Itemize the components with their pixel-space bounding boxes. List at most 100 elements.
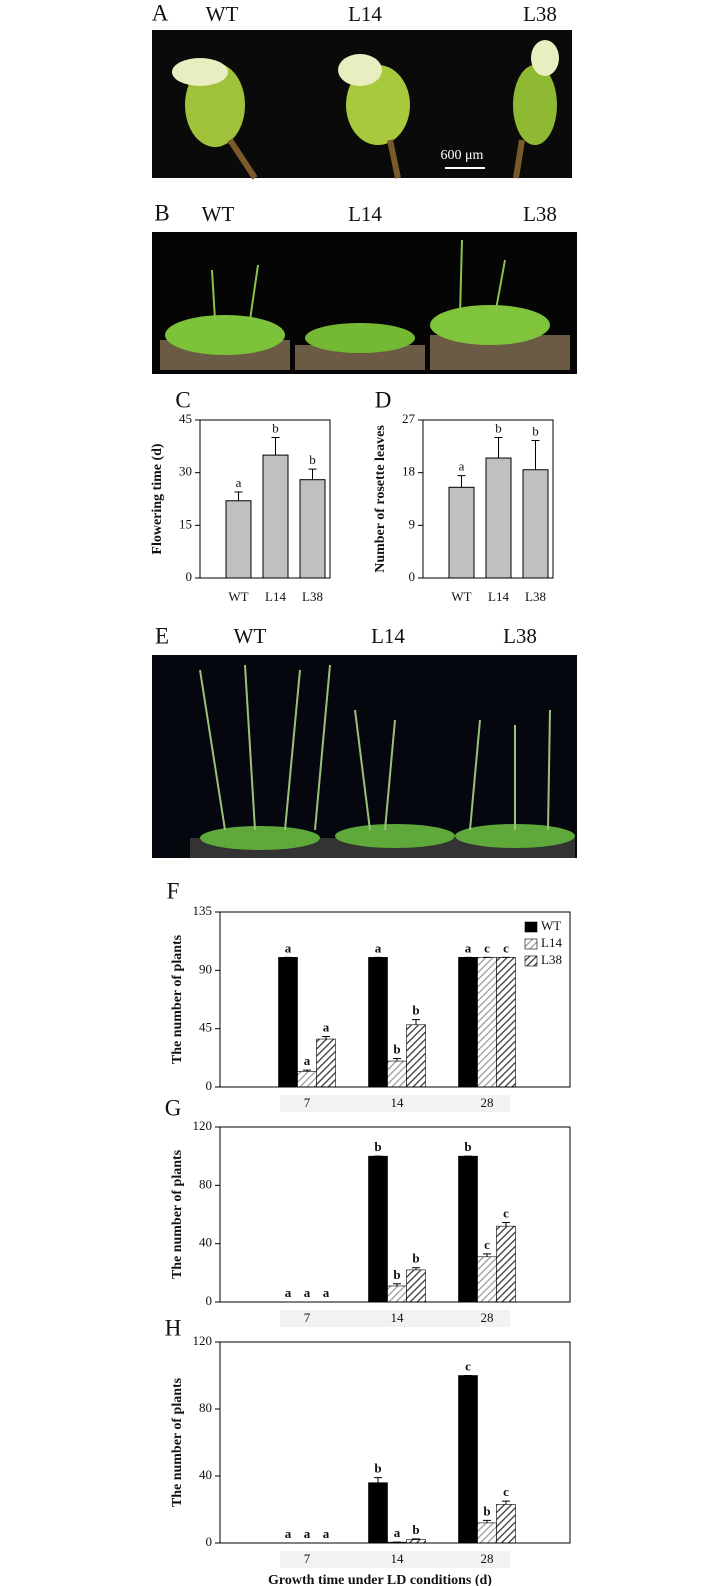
y-tick-label: 0 [206,1078,213,1093]
bar [387,1060,407,1088]
error-bar [531,439,540,470]
stem [227,138,258,180]
photo-label: WT [202,202,235,226]
significance-letter: a [236,475,242,490]
y-tick-label: 27 [402,411,416,426]
photo-label: L14 [371,624,405,648]
bar [368,1155,388,1303]
x-tick-label: L38 [525,589,546,604]
bar [316,1038,336,1088]
bar [485,457,512,579]
y-tick-label: 30 [179,464,192,479]
significance-letter: b [412,1522,419,1537]
legend-label: L14 [541,935,562,950]
rosette [455,824,575,848]
x-tick-label: 14 [391,1551,405,1566]
rosette [430,305,550,345]
bar [297,1071,317,1088]
y-tick-label: 0 [206,1534,213,1549]
error-bar [483,1253,491,1257]
y-axis-label: The number of plants [170,1377,185,1507]
rosette [200,826,320,850]
photo-e: E WT L14 L38 [152,623,577,858]
rosette [335,824,455,848]
x-tick-label: 14 [391,1095,405,1110]
bar [496,1504,516,1544]
significance-letter: b [393,1267,400,1282]
significance-letter: a [323,1285,330,1300]
scale-label: 600 μm [441,148,484,163]
photo-label: L14 [348,202,382,226]
x-label-band [280,1551,510,1568]
error-bar [374,1477,382,1483]
x-label-band [280,1310,510,1327]
significance-letter: a [304,1526,311,1541]
photo-label: L38 [523,202,557,226]
error-bar [234,491,243,501]
significance-letter: a [285,1285,292,1300]
y-tick-label: 120 [193,1333,213,1348]
bar [368,957,388,1088]
error-bar [303,1069,311,1072]
x-tick-label: 7 [304,1095,311,1110]
significance-letter: a [285,940,292,955]
significance-letter: c [484,1237,490,1252]
x-tick-label: L14 [488,589,509,604]
y-tick-label: 0 [206,1293,213,1308]
y-tick-label: 80 [199,1176,212,1191]
plot-frame [219,1126,571,1303]
y-tick-label: 45 [179,411,192,426]
stem [513,139,525,179]
plot-frame [219,1341,571,1544]
rosette [165,315,285,355]
petal [172,58,228,86]
significance-letter: c [503,1484,509,1499]
y-axis-label: The number of plants [170,1149,185,1279]
stems [199,664,551,831]
x-tick-label: 7 [304,1551,311,1566]
significance-letter: b [495,421,502,436]
error-bar [502,1500,510,1505]
error-bar [412,1538,420,1540]
significance-letter: b [393,1041,400,1056]
legend-swatch [524,938,538,950]
error-bar [412,1019,420,1025]
y-tick-label: 45 [199,1020,212,1035]
y-tick-label: 40 [199,1235,212,1250]
significance-letter: a [375,940,382,955]
bar [477,957,497,1088]
significance-letter: a [323,1526,330,1541]
significance-letter: b [374,1139,381,1154]
bar [387,1285,407,1303]
y-tick-label: 120 [193,1118,213,1133]
legend-label: WT [541,918,561,933]
panel-letter: B [154,200,169,225]
x-tick-label: 28 [481,1551,494,1566]
bar [458,957,478,1088]
plot-frame [199,419,331,579]
bar [406,1539,426,1544]
y-axis-label: Number of rosette leaves [373,425,388,573]
error-bar [308,468,317,480]
error-bar [483,1519,491,1523]
x-tick-label: 28 [481,1310,494,1325]
plot-frame [422,419,554,579]
y-tick-label: 135 [193,903,213,918]
error-bar [412,1267,420,1270]
error-bar [322,1035,330,1040]
significance-letter: c [503,1206,509,1221]
y-tick-label: 40 [199,1467,212,1482]
y-tick-label: 0 [409,569,416,584]
x-tick-label: WT [451,589,471,604]
y-tick-label: 9 [409,516,416,531]
x-tick-label: L14 [265,589,286,604]
bar [448,486,475,579]
photo-label: L38 [503,624,537,648]
panel-letter: E [155,623,169,648]
photo-label: L14 [348,2,382,26]
x-label-band [280,1095,510,1112]
stem [387,139,401,179]
rosette [305,323,415,353]
